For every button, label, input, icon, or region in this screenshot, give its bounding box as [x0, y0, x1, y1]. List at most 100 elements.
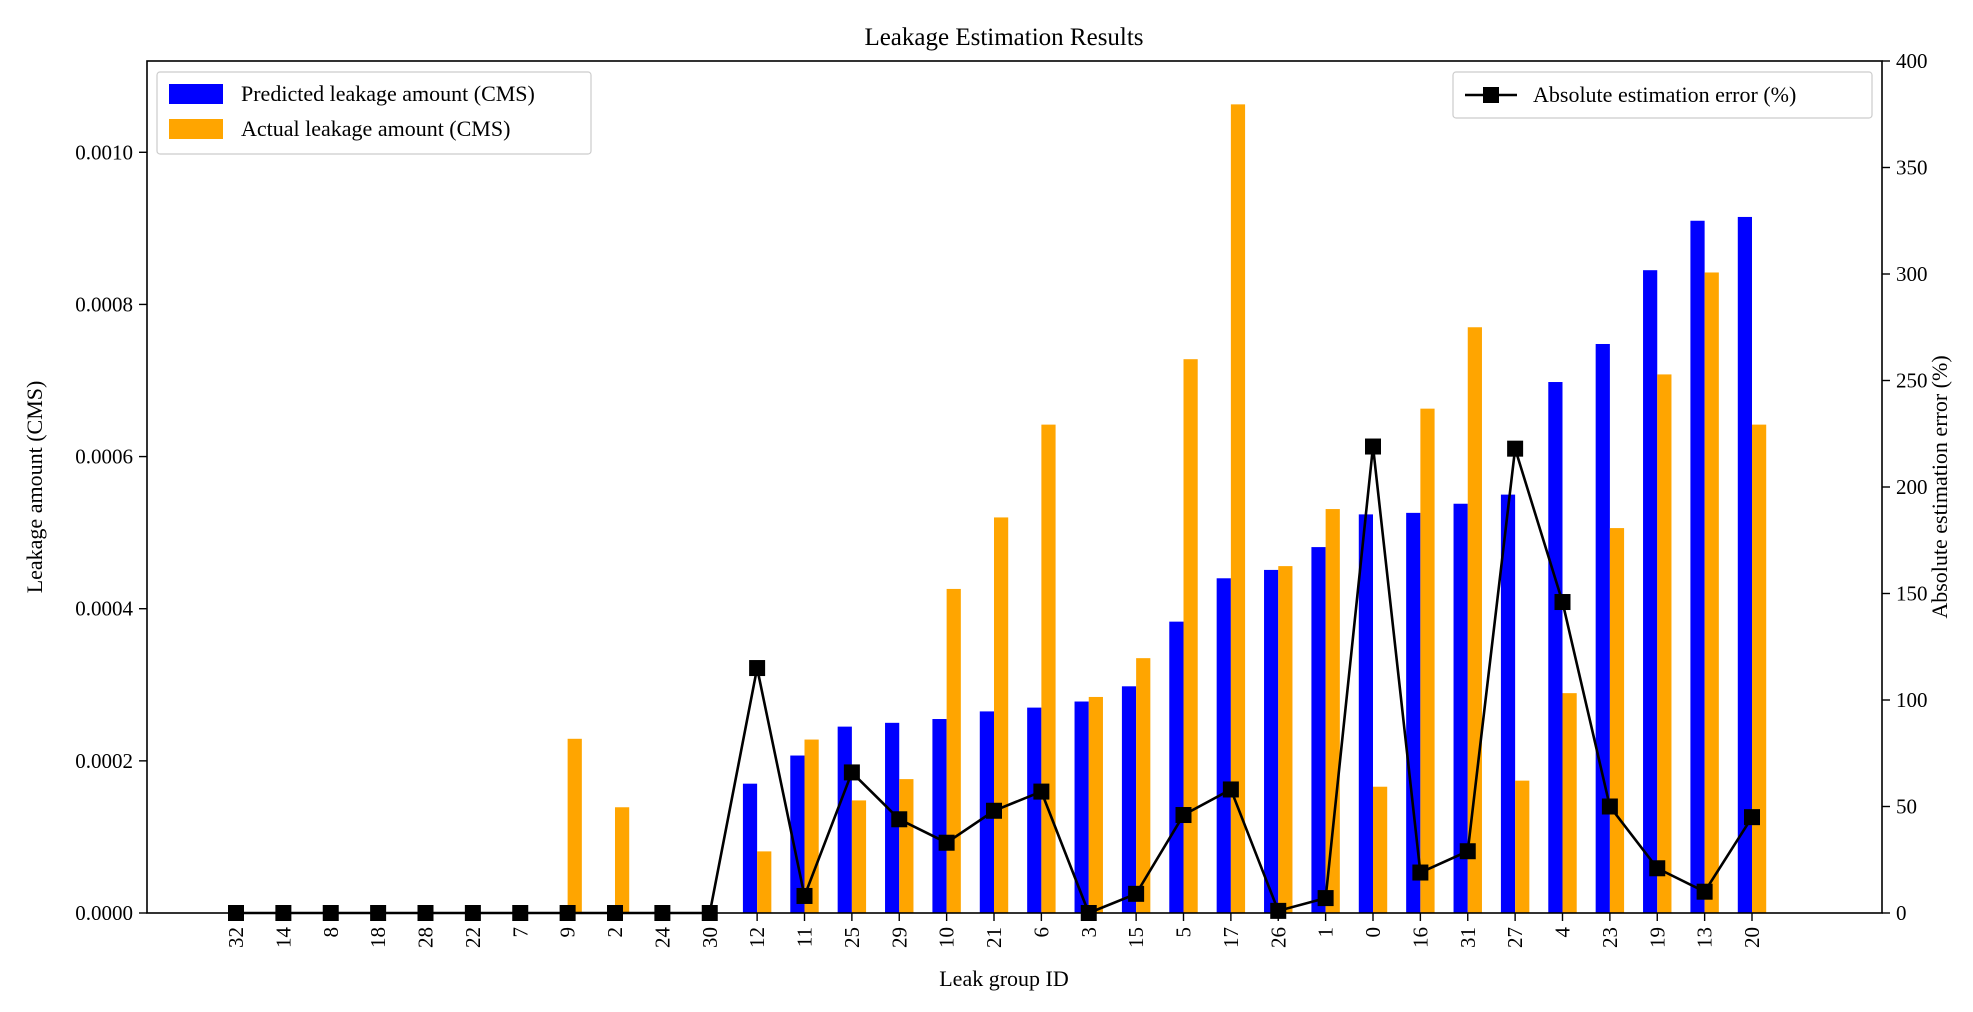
x-axis-label: Leak group ID	[939, 966, 1069, 991]
x-tick-label: 18	[366, 927, 390, 948]
x-tick-label: 31	[1456, 927, 1480, 948]
x-tick-label: 1	[1314, 927, 1338, 938]
legend-bars: Predicted leakage amount (CMS) Actual le…	[156, 71, 592, 155]
x-tick-label: 25	[840, 927, 864, 948]
x-tick-label: 0	[1361, 927, 1385, 938]
bar-actual	[1704, 272, 1719, 913]
bar-actual	[1562, 693, 1577, 913]
x-tick-label: 6	[1029, 927, 1053, 938]
x-tick-label: 30	[698, 927, 722, 948]
bar-predicted	[1264, 569, 1279, 913]
y2-tick-label: 300	[1896, 262, 1928, 286]
x-tick-label: 21	[982, 927, 1006, 948]
bar-actual	[1373, 786, 1388, 913]
bar-predicted	[742, 783, 758, 913]
x-tick-label: 3	[1077, 927, 1101, 938]
error-marker	[1175, 807, 1192, 824]
error-marker	[1554, 594, 1571, 611]
legend-frame	[1452, 71, 1873, 119]
bar-predicted	[1121, 686, 1137, 913]
legend-marker-error	[1483, 87, 1499, 103]
y-tick-label: 0.0006	[75, 445, 133, 469]
x-tick-label: 19	[1645, 927, 1669, 948]
error-marker	[1601, 798, 1618, 815]
bar-actual	[1088, 696, 1103, 913]
error-marker	[1317, 890, 1334, 907]
bar-actual	[946, 588, 961, 913]
error-marker	[1222, 781, 1239, 798]
legend-swatch-actual	[169, 119, 223, 139]
y2-tick-label: 50	[1896, 795, 1917, 819]
x-tick-label: 9	[556, 927, 580, 938]
bar-predicted	[1169, 621, 1184, 913]
bar-actual	[994, 517, 1009, 913]
right-axis-ticks: 0 50 100 150 200 250 300 350 400	[1882, 49, 1928, 925]
error-marker	[1128, 885, 1145, 902]
legend-error: Absolute estimation error (%)	[1452, 71, 1873, 119]
y2-tick-label: 0	[1896, 901, 1907, 925]
x-tick-label: 2	[603, 927, 627, 938]
y-tick-label: 0.0000	[75, 901, 133, 925]
bar-actual	[899, 779, 914, 913]
bar-actual	[567, 738, 582, 913]
bar-predicted	[1500, 494, 1516, 913]
x-tick-label: 27	[1503, 927, 1527, 948]
error-marker	[1365, 438, 1381, 455]
x-tick-label: 17	[1219, 927, 1243, 948]
bar-predicted	[1453, 503, 1468, 913]
bar-predicted	[1548, 382, 1563, 913]
bar-predicted	[1737, 216, 1752, 914]
error-marker	[938, 834, 955, 851]
bar-actual	[1609, 528, 1625, 913]
bar-actual	[1515, 780, 1530, 913]
bar-predicted	[1690, 220, 1705, 913]
y-tick-label: 0.0004	[75, 597, 133, 621]
legend-swatch-predicted	[169, 84, 223, 104]
x-tick-label: 5	[1172, 927, 1196, 938]
y2-tick-label: 250	[1896, 369, 1928, 393]
y2-tick-label: 200	[1896, 475, 1928, 499]
legend-label-error: Absolute estimation error (%)	[1533, 82, 1796, 107]
bar-predicted	[837, 726, 852, 913]
x-tick-label: 14	[271, 927, 295, 949]
error-marker	[1744, 809, 1760, 826]
bar-predicted	[1311, 547, 1326, 913]
error-marker	[1033, 783, 1050, 800]
bar-actual	[1752, 424, 1767, 913]
y-tick-label: 0.0010	[75, 140, 133, 164]
x-tick-label: 13	[1693, 927, 1717, 948]
x-tick-label: 11	[793, 927, 817, 947]
error-marker	[1459, 843, 1476, 860]
y2-tick-label: 400	[1896, 49, 1928, 73]
y2-tick-label: 350	[1896, 156, 1928, 180]
x-tick-label: 16	[1408, 927, 1432, 948]
bar-predicted	[1358, 514, 1373, 913]
bar-predicted	[1595, 343, 1610, 913]
bar-actual	[1183, 359, 1198, 913]
y2-tick-label: 150	[1896, 582, 1928, 606]
error-marker	[1412, 864, 1429, 881]
error-marker	[1270, 902, 1287, 919]
bar-predicted	[1406, 512, 1421, 913]
error-marker	[891, 811, 908, 828]
bar-actual	[1420, 408, 1435, 913]
chart-title: Leakage Estimation Results	[864, 24, 1143, 51]
bar-actual	[1136, 658, 1151, 913]
legend-frame	[156, 71, 592, 155]
x-tick-label: 12	[745, 927, 769, 948]
x-tick-label: 32	[224, 927, 248, 948]
error-marker	[749, 660, 766, 677]
x-tick-label: 24	[650, 927, 674, 949]
x-tick-label: 26	[1266, 927, 1290, 948]
x-tick-label: 28	[414, 927, 438, 948]
legend-label-predicted: Predicted leakage amount (CMS)	[241, 81, 535, 106]
bar-predicted	[1643, 270, 1658, 914]
x-tick-label: 8	[319, 927, 343, 938]
y-tick-label: 0.0002	[75, 749, 133, 773]
error-marker	[843, 764, 860, 781]
x-tick-label: 15	[1124, 927, 1148, 948]
error-marker	[1696, 883, 1713, 900]
x-tick-label: 4	[1551, 927, 1575, 938]
